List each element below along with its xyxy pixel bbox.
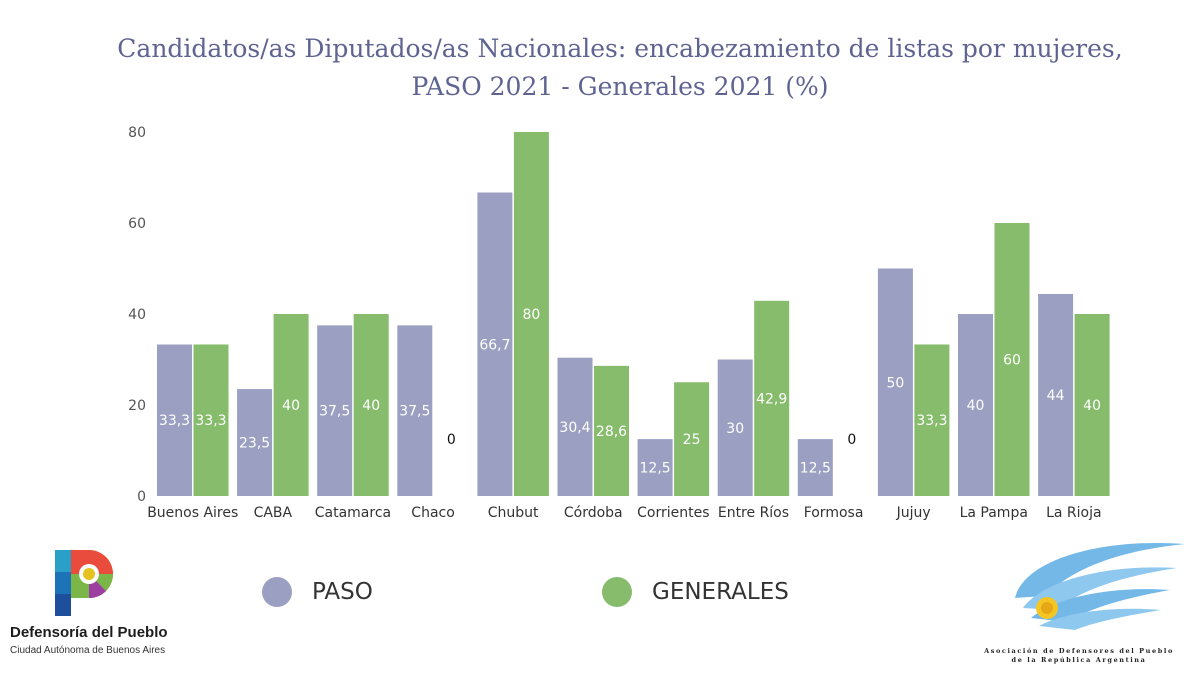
defensoria-subtitle: Ciudad Autónoma de Buenos Aires bbox=[10, 645, 166, 656]
data-label-paso-chubut: 66,7 bbox=[479, 337, 510, 353]
bar-paso-chaco bbox=[397, 325, 433, 496]
bar-generales-chubut bbox=[513, 132, 549, 496]
defensoria-logo: Defensoría del Pueblo Ciudad Autónoma de… bbox=[8, 548, 178, 663]
legend-label-generales: GENERALES bbox=[652, 579, 789, 605]
adpra-logo: Asociación de Defensores del Pueblo de l… bbox=[965, 538, 1193, 668]
bar-paso-caba bbox=[237, 389, 273, 496]
x-tick-label-corrientes: Corrientes bbox=[637, 505, 709, 521]
x-tick-label-buenos-aires: Buenos Aires bbox=[147, 505, 238, 521]
bar-paso-cordoba bbox=[557, 357, 593, 496]
y-tick-label-80: 80 bbox=[128, 125, 146, 141]
bar-paso-chubut bbox=[477, 192, 513, 496]
bar-paso-jujuy bbox=[877, 268, 913, 496]
bar-paso-catamarca bbox=[317, 325, 353, 496]
data-label-generales-chubut: 80 bbox=[522, 307, 540, 323]
bar-paso-la-rioja bbox=[1038, 293, 1074, 496]
data-label-generales-caba: 40 bbox=[282, 398, 300, 414]
data-label-paso-cordoba: 30,4 bbox=[559, 420, 590, 436]
data-label-paso-entre-rios: 30 bbox=[726, 421, 744, 437]
x-tick-label-chaco: Chaco bbox=[411, 505, 455, 521]
x-tick-label-formosa: Formosa bbox=[804, 505, 864, 521]
data-label-generales-la-pampa: 60 bbox=[1003, 353, 1021, 369]
data-label-generales-catamarca: 40 bbox=[362, 398, 380, 414]
bar-generales-entre-rios bbox=[754, 300, 790, 496]
bar-generales-jujuy bbox=[914, 344, 950, 496]
data-label-generales-chaco: 0 bbox=[447, 432, 456, 448]
bar-generales-corrientes bbox=[674, 382, 710, 496]
data-label-generales-jujuy: 33,3 bbox=[916, 413, 947, 429]
bar-paso-formosa bbox=[797, 439, 833, 496]
x-tick-label-catamarca: Catamarca bbox=[315, 505, 391, 521]
x-tick-label-caba: CABA bbox=[254, 505, 293, 521]
y-tick-label-0: 0 bbox=[137, 489, 146, 505]
bar-generales-la-pampa bbox=[994, 223, 1030, 496]
data-label-generales-formosa: 0 bbox=[847, 432, 856, 448]
adpra-line-1: Asociación de Defensores del Pueblo bbox=[984, 647, 1174, 655]
data-label-paso-la-rioja: 44 bbox=[1047, 388, 1065, 404]
data-label-generales-entre-rios: 42,9 bbox=[756, 391, 787, 407]
bar-paso-corrientes bbox=[637, 439, 673, 496]
x-tick-label-cordoba: Córdoba bbox=[564, 505, 623, 521]
x-tick-label-entre-rios: Entre Ríos bbox=[718, 505, 789, 521]
bar-chart: 0 20 40 60 80 33,3 33,3 23,5 40 37,5 40 37,5 0 66,7 8… bbox=[128, 125, 1110, 521]
legend-swatch-paso bbox=[262, 577, 292, 607]
data-label-paso-jujuy: 50 bbox=[886, 375, 904, 391]
data-label-paso-corrientes: 12,5 bbox=[640, 461, 671, 477]
data-label-paso-formosa: 12,5 bbox=[800, 461, 831, 477]
bar-generales-caba bbox=[273, 314, 309, 496]
bars: 33,3 33,3 23,5 40 37,5 40 37,5 0 66,7 80 30,4 28,6 1… bbox=[157, 132, 1110, 496]
x-tick-label-jujuy: Jujuy bbox=[896, 505, 931, 521]
legend-label-paso: PASO bbox=[312, 579, 373, 605]
x-tick-label-la-rioja: La Rioja bbox=[1046, 505, 1101, 521]
x-tick-label-la-pampa: La Pampa bbox=[960, 505, 1028, 521]
data-label-paso-catamarca: 37,5 bbox=[319, 404, 350, 420]
data-label-generales-cordoba: 28,6 bbox=[596, 424, 627, 440]
adpra-line-2: de la República Argentina bbox=[1011, 656, 1147, 664]
bar-generales-catamarca bbox=[353, 314, 389, 496]
legend-item-paso: PASO bbox=[262, 574, 373, 610]
y-axis: 0 20 40 60 80 bbox=[128, 125, 146, 505]
chart-title: Candidatos/as Diputados/as Nacionales: e… bbox=[117, 34, 1123, 101]
legend-item-generales: GENERALES bbox=[602, 574, 789, 610]
y-tick-label-20: 20 bbox=[128, 398, 146, 414]
defensoria-p-icon bbox=[55, 550, 113, 616]
defensoria-name: Defensoría del Pueblo bbox=[10, 624, 168, 641]
adpra-flag-icon bbox=[1015, 542, 1185, 630]
data-label-paso-chaco: 37,5 bbox=[399, 404, 430, 420]
bar-generales-buenos-aires bbox=[193, 344, 229, 496]
x-axis: Buenos Aires CABA Catamarca Chaco Chubut Córd… bbox=[147, 505, 1101, 521]
bar-generales-la-rioja bbox=[1074, 314, 1110, 496]
bar-generales-cordoba bbox=[594, 365, 629, 496]
data-label-generales-corrientes: 25 bbox=[683, 432, 701, 448]
bar-paso-la-pampa bbox=[958, 314, 993, 496]
data-label-generales-la-rioja: 40 bbox=[1083, 398, 1101, 414]
data-label-paso-caba: 23,5 bbox=[239, 436, 270, 452]
y-tick-label-40: 40 bbox=[128, 307, 146, 323]
bar-paso-entre-rios bbox=[717, 359, 753, 496]
legend-swatch-generales bbox=[602, 577, 632, 607]
x-tick-label-chubut: Chubut bbox=[488, 505, 539, 521]
data-label-paso-la-pampa: 40 bbox=[967, 398, 985, 414]
bar-paso-buenos-aires bbox=[157, 344, 192, 496]
data-label-paso-buenos-aires: 33,3 bbox=[159, 413, 190, 429]
y-tick-label-60: 60 bbox=[128, 216, 146, 232]
data-label-generales-buenos-aires: 33,3 bbox=[195, 413, 226, 429]
